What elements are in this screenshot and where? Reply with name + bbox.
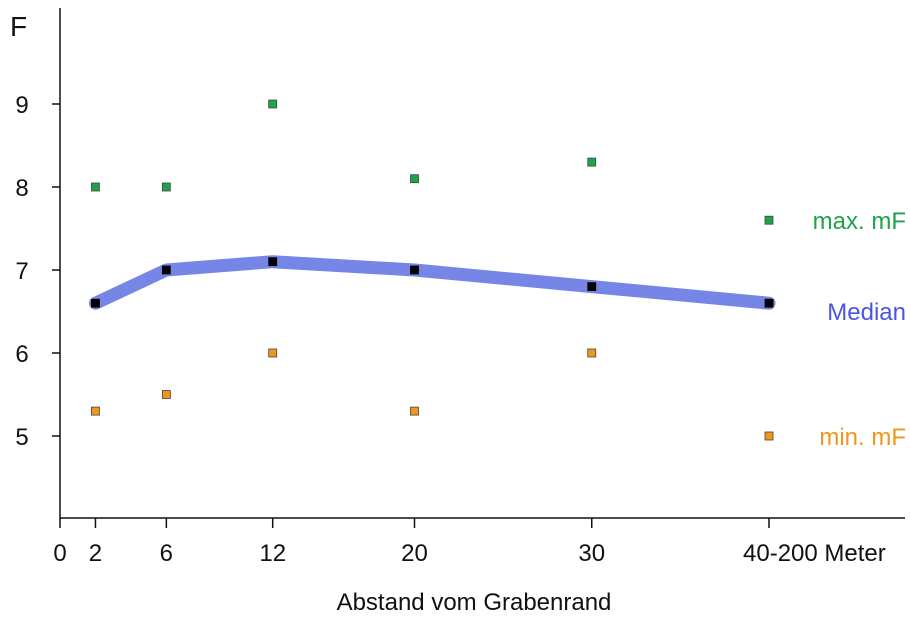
y-tick-label: 7 [15, 258, 28, 285]
data-point [268, 99, 278, 109]
x-tick-label: 30 [578, 540, 605, 567]
x-tick-label: 2 [89, 540, 102, 567]
x-axis: 0 2 6 12 20 30 40-200 Meter Abstand vom Graben… [53, 517, 905, 616]
series-median [88, 255, 776, 310]
series-layer [88, 99, 776, 441]
data-point [764, 215, 774, 225]
legend: max. mF Median min. mF [813, 208, 906, 451]
y-axis: 5 6 7 8 9 F [10, 8, 61, 518]
data-point [410, 174, 419, 184]
legend-label: min. mF [819, 424, 906, 451]
data-point [161, 182, 171, 192]
legend-label: Median [827, 299, 906, 326]
x-tick-label: 12 [259, 540, 286, 567]
x-tick-label: 6 [160, 540, 173, 567]
data-point [268, 348, 278, 358]
data-point [91, 298, 100, 308]
y-tick-label: 5 [15, 424, 28, 451]
x-ticks: 0 2 6 12 20 30 40-200 Meter [53, 518, 886, 567]
series-max-mf [91, 99, 774, 225]
data-point [410, 265, 419, 275]
data-point [587, 282, 597, 292]
legend-label: max. mF [813, 208, 906, 235]
y-axis-title: F [10, 11, 27, 42]
data-point [268, 257, 278, 267]
data-point [410, 406, 419, 416]
x-tick-label: 40-200 Meter [743, 540, 886, 567]
data-point [161, 390, 171, 399]
y-tick-label: 6 [15, 341, 28, 368]
data-point [91, 406, 100, 416]
y-tick-label: 9 [15, 92, 28, 119]
data-point [764, 431, 774, 441]
median-line [88, 255, 776, 310]
series-min-mf [91, 348, 774, 441]
data-point [764, 298, 774, 308]
data-point [587, 348, 597, 358]
x-axis-title: Abstand vom Grabenrand [337, 589, 612, 616]
x-tick-label: 0 [53, 540, 66, 567]
y-ticks: 5 6 7 8 9 [15, 92, 60, 451]
data-point [161, 265, 171, 275]
data-point [91, 182, 100, 192]
y-tick-label: 8 [15, 175, 28, 202]
x-tick-label: 20 [401, 540, 428, 567]
data-point [587, 157, 597, 167]
